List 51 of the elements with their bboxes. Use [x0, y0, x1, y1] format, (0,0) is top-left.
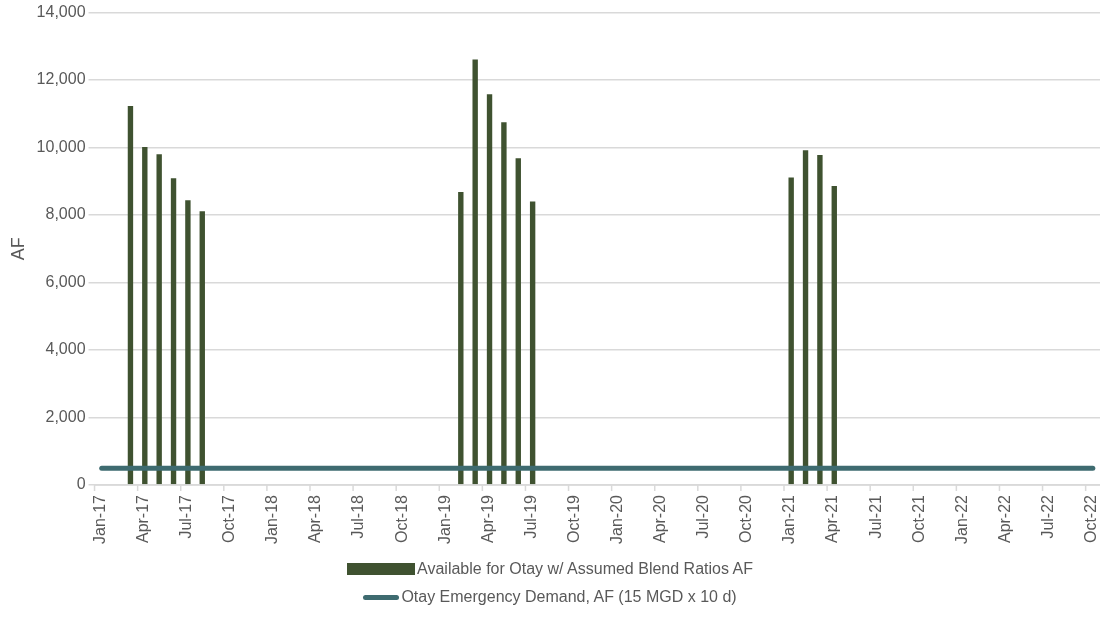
- x-tick-label: Jul-17: [177, 494, 195, 539]
- bar: [501, 122, 507, 485]
- y-tick-label: 0: [76, 475, 86, 493]
- y-tick-label: 2,000: [45, 407, 86, 425]
- bar: [529, 201, 536, 485]
- bar: [142, 146, 148, 485]
- x-tick-label: Oct-19: [564, 494, 582, 544]
- y-tick-label: 12,000: [36, 70, 86, 88]
- x-tick-label: Jan-18: [263, 494, 281, 544]
- y-axis-title: AF: [7, 237, 28, 261]
- bar: [458, 192, 464, 485]
- x-tick-label: Jul-20: [694, 494, 712, 539]
- y-tick-label: 8,000: [45, 205, 86, 223]
- bar: [788, 177, 794, 485]
- bar: [199, 211, 205, 485]
- x-tick-label: Oct-21: [909, 494, 927, 544]
- bar: [170, 178, 177, 485]
- x-tick-label: Jan-20: [608, 494, 626, 544]
- x-tick-label: Jan-17: [90, 494, 108, 544]
- bar: [515, 158, 521, 485]
- x-tick-label: Jul-18: [349, 494, 367, 539]
- bar: [472, 59, 478, 485]
- x-tick-label: Apr-22: [995, 494, 1013, 544]
- bar: [156, 154, 162, 485]
- legend-label: Otay Emergency Demand, AF (15 MGD x 10 d): [401, 588, 737, 606]
- bar: [817, 155, 823, 485]
- x-tick-label: Jul-19: [521, 494, 539, 539]
- bar: [831, 186, 837, 485]
- x-tick-label: Jan-19: [435, 494, 453, 544]
- y-tick-label: 14,000: [36, 3, 86, 21]
- legend-label: Available for Otay w/ Assumed Blend Ratios AF: [417, 560, 753, 578]
- x-tick-label: Oct-18: [392, 494, 410, 544]
- x-tick-label: Jan-22: [952, 494, 970, 544]
- x-tick-label: Apr-17: [134, 494, 152, 544]
- x-tick-label: Apr-19: [478, 494, 496, 544]
- y-tick-label: 10,000: [36, 137, 86, 155]
- x-tick-label: Jan-21: [780, 494, 798, 544]
- y-tick-label: 4,000: [45, 340, 86, 358]
- y-tick-label: 6,000: [45, 272, 86, 290]
- bar: [802, 150, 809, 485]
- bar: [486, 94, 493, 485]
- x-tick-label: Oct-22: [1082, 494, 1100, 544]
- x-tick-label: Apr-20: [651, 494, 669, 544]
- bar: [127, 106, 134, 485]
- bar: [185, 200, 191, 485]
- x-tick-label: Oct-17: [220, 494, 238, 544]
- x-tick-label: Jul-22: [1038, 494, 1056, 539]
- x-tick-label: Apr-18: [306, 494, 324, 544]
- x-tick-label: Jul-21: [866, 494, 884, 539]
- x-tick-label: Apr-21: [823, 494, 841, 544]
- x-tick-label: Oct-20: [737, 494, 755, 544]
